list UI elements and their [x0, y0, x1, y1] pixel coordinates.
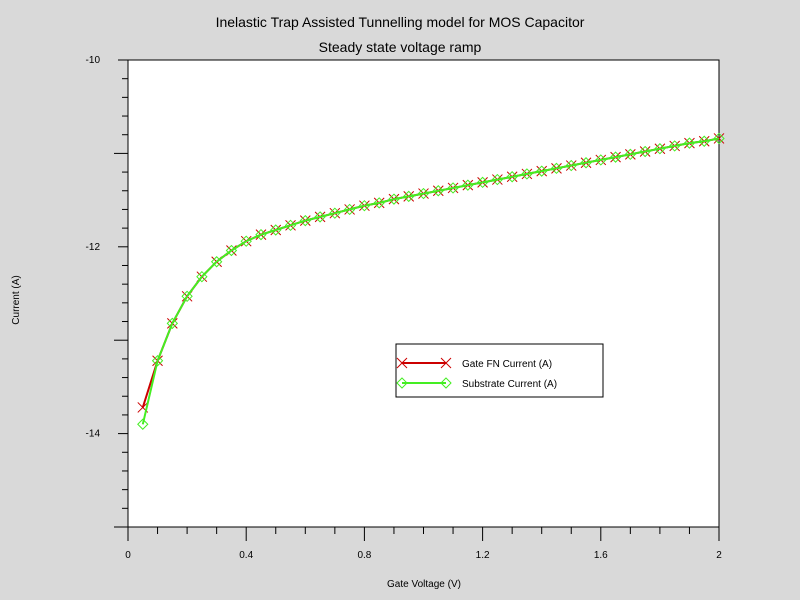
data-point-diamond-marker [506, 171, 518, 183]
data-point-diamond-marker [440, 377, 452, 389]
chart-title: Inelastic Trap Assisted Tunnelling model… [216, 14, 585, 30]
y-tick-label: -14 [86, 429, 101, 440]
series-line [141, 137, 720, 425]
data-point-diamond-marker [609, 151, 622, 163]
x-tick-label: 0 [125, 550, 131, 561]
data-point-diamond-marker [373, 197, 385, 209]
data-point-x-marker [396, 357, 408, 369]
x-tick-label: 2 [716, 550, 722, 561]
data-point-diamond-marker [595, 154, 607, 166]
series-2 [137, 132, 725, 430]
data-point-diamond-marker [683, 137, 696, 149]
data-point-diamond-marker [639, 145, 651, 158]
data-point-diamond-marker [432, 185, 444, 197]
data-point-diamond-marker [698, 135, 710, 147]
y-axis-label: Current (A) [11, 275, 22, 324]
data-point-diamond-marker [713, 132, 725, 145]
data-point-x-marker [440, 357, 452, 369]
y-tick-label: -10 [86, 55, 101, 66]
data-point-diamond-marker [166, 317, 179, 330]
data-point-diamond-marker [196, 270, 208, 283]
data-point-diamond-marker [550, 162, 563, 175]
data-point-diamond-marker [654, 143, 666, 155]
data-point-diamond-marker [668, 140, 681, 152]
data-point-diamond-marker [476, 176, 489, 189]
series-layer [137, 132, 725, 430]
legend: Gate FN Current (A) Substrate Current (A) [395, 343, 604, 398]
data-point-diamond-marker [255, 228, 267, 241]
data-point-diamond-marker [491, 173, 504, 186]
x-tick-label: 0.4 [239, 550, 253, 561]
x-axis: 0 0.4 0.8 1.2 1.6 2 [125, 527, 722, 561]
data-point-diamond-marker [151, 355, 164, 367]
data-point-diamond-marker [535, 165, 548, 177]
data-point-diamond-marker [388, 193, 400, 205]
legend-label: Substrate Current (A) [462, 379, 557, 390]
x-axis-label: Gate Voltage (V) [387, 579, 461, 590]
data-point-diamond-marker [358, 199, 371, 212]
legend-item: Gate FN Current (A) [396, 357, 552, 370]
legend-item: Substrate Current (A) [396, 377, 557, 390]
legend-label: Gate FN Current (A) [462, 359, 552, 370]
data-point-diamond-marker [521, 168, 533, 180]
data-point-diamond-marker [624, 148, 637, 161]
chart-subtitle: Steady state voltage ramp [319, 39, 482, 55]
x-tick-label: 0.8 [357, 550, 371, 561]
data-point-diamond-marker [181, 290, 193, 303]
data-point-diamond-marker [403, 190, 415, 203]
data-point-diamond-marker [225, 244, 238, 257]
data-point-diamond-marker [462, 179, 474, 191]
x-tick-label: 1.6 [594, 550, 608, 561]
legend-box [395, 343, 604, 398]
data-point-diamond-marker [240, 235, 252, 247]
y-axis: -10 -12 -14 [86, 55, 128, 528]
data-point-diamond-marker [137, 418, 149, 430]
data-point-diamond-marker [417, 187, 430, 200]
x-tick-label: 1.2 [476, 550, 490, 561]
data-point-diamond-marker [343, 203, 356, 216]
data-point-diamond-marker [284, 219, 297, 232]
data-point-diamond-marker [396, 377, 408, 389]
data-point-diamond-marker [565, 159, 577, 172]
plot-area [127, 59, 720, 528]
data-point-diamond-marker [329, 207, 341, 219]
data-point-diamond-marker [580, 157, 592, 169]
data-point-diamond-marker [270, 224, 282, 236]
data-point-x-marker [713, 133, 725, 144]
data-point-diamond-marker [447, 182, 459, 194]
data-point-diamond-marker [314, 211, 326, 223]
y-tick-label: -12 [86, 242, 101, 253]
data-point-diamond-marker [299, 214, 312, 227]
data-point-diamond-marker [210, 256, 223, 268]
